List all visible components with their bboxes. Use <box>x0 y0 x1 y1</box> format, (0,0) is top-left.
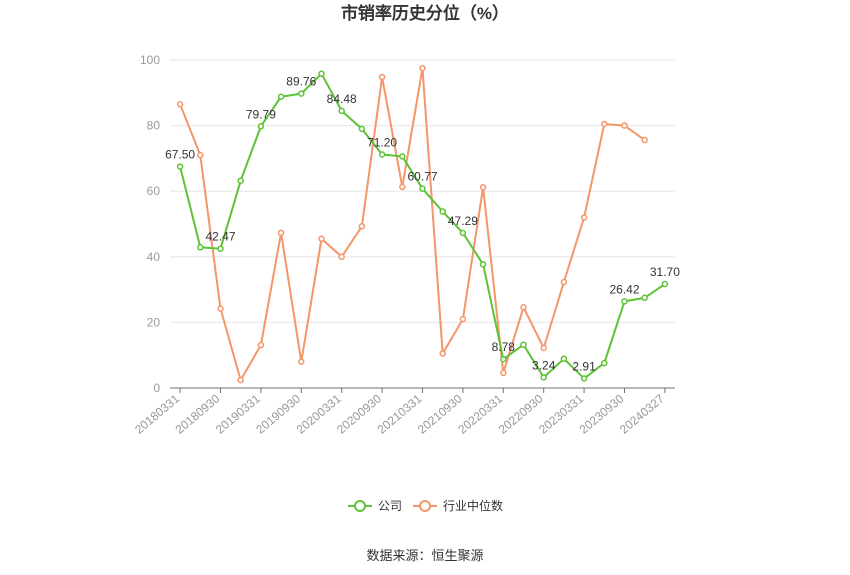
data-label: 2.91 <box>572 359 596 373</box>
data-point-0 <box>500 355 507 363</box>
legend-label: 行业中位数 <box>443 498 503 513</box>
data-point-0 <box>621 298 628 305</box>
data-label: 67.50 <box>165 148 195 162</box>
data-point-1 <box>560 278 568 286</box>
data-label: 47.29 <box>448 214 478 228</box>
data-label: 8.78 <box>492 340 516 354</box>
y-tick-label: 80 <box>147 119 161 133</box>
data-point-0 <box>459 229 467 237</box>
legend-item-1[interactable]: 行业中位数 <box>413 498 503 513</box>
data-labels: 67.50 42.47 79.79 89.76 84.48 71.20 60.77 47.29… <box>165 75 680 374</box>
data-point-1 <box>257 341 265 349</box>
y-tick-label: 0 <box>153 381 160 395</box>
series-line-1 <box>179 67 646 382</box>
data-point-1 <box>298 358 305 366</box>
data-label: 3.24 <box>532 358 556 372</box>
data-point-1 <box>217 305 224 312</box>
data-point-1 <box>399 183 406 191</box>
data-point-0 <box>298 90 305 97</box>
data-label: 60.77 <box>407 170 437 184</box>
data-point-1 <box>621 122 628 129</box>
data-point-0 <box>520 341 527 348</box>
data-point-1 <box>197 151 204 159</box>
data-point-1 <box>419 64 426 72</box>
data-point-0 <box>580 375 588 382</box>
y-tick-label: 100 <box>140 53 160 67</box>
x-tick-label: 20240327 <box>617 391 667 436</box>
data-point-0 <box>318 70 325 78</box>
data-point-0 <box>378 151 386 158</box>
legend-marker <box>419 500 431 512</box>
chart-title: 市销率历史分位（%） <box>341 3 509 23</box>
data-point-1 <box>520 304 527 311</box>
data-point-0 <box>197 244 204 251</box>
y-tick-label: 60 <box>147 184 161 198</box>
legend[interactable]: 公司 行业中位数 <box>348 498 503 513</box>
data-point-0 <box>176 163 184 170</box>
data-point-1 <box>237 376 244 384</box>
data-point-0 <box>601 359 608 367</box>
data-point-1 <box>277 229 285 237</box>
y-tick-label: 20 <box>147 315 161 329</box>
data-point-0 <box>560 355 568 363</box>
data-point-1 <box>358 223 366 230</box>
data-point-0 <box>237 177 244 184</box>
data-label: 79.79 <box>246 107 276 121</box>
data-point-1 <box>500 369 507 377</box>
data-point-1 <box>540 344 547 352</box>
data-point-0 <box>439 208 446 215</box>
data-point-1 <box>479 184 487 191</box>
legend-item-0[interactable]: 公司 <box>348 499 402 513</box>
data-point-0 <box>479 261 487 268</box>
data-point-0 <box>217 245 224 252</box>
data-label: 31.70 <box>650 265 680 279</box>
y-tick-label: 40 <box>147 250 161 264</box>
data-point-1 <box>439 350 446 357</box>
data-label: 89.76 <box>286 75 316 89</box>
data-label: 26.42 <box>609 282 639 296</box>
axes: 0204060801002018033120180930201903312019… <box>132 53 675 437</box>
data-point-0 <box>338 107 345 115</box>
data-point-0 <box>419 185 426 192</box>
data-source: 数据来源：恒生聚源 <box>366 548 483 563</box>
legend-marker <box>354 500 366 512</box>
data-point-1 <box>176 101 184 108</box>
data-point-0 <box>641 294 648 302</box>
legend-label: 公司 <box>378 499 402 513</box>
data-point-0 <box>661 280 669 288</box>
data-point-1 <box>459 315 467 323</box>
data-point-1 <box>641 136 648 144</box>
data-point-1 <box>338 253 345 261</box>
data-point-0 <box>277 93 285 100</box>
data-point-0 <box>257 123 265 130</box>
data-point-0 <box>358 125 366 133</box>
data-label: 84.48 <box>327 92 357 106</box>
data-label: 71.20 <box>367 135 397 149</box>
data-point-0 <box>399 153 406 160</box>
data-point-1 <box>601 120 608 128</box>
data-label: 42.47 <box>205 230 235 244</box>
data-point-1 <box>378 73 386 81</box>
series-lines <box>176 64 669 384</box>
data-point-1 <box>580 214 588 221</box>
data-point-1 <box>318 235 325 243</box>
data-point-0 <box>540 374 547 381</box>
